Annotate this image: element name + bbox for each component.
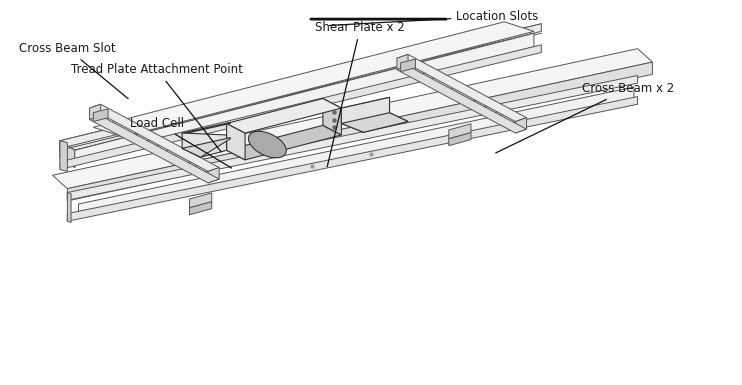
Polygon shape — [93, 22, 534, 137]
Polygon shape — [68, 97, 637, 221]
Polygon shape — [341, 97, 390, 109]
Polygon shape — [60, 141, 68, 171]
Polygon shape — [90, 104, 219, 171]
Polygon shape — [53, 49, 652, 189]
Polygon shape — [449, 133, 471, 146]
Polygon shape — [226, 126, 341, 160]
Polygon shape — [60, 141, 75, 167]
Polygon shape — [75, 33, 534, 164]
Polygon shape — [449, 124, 471, 139]
Polygon shape — [397, 54, 408, 70]
Text: Load Cell: Load Cell — [131, 117, 232, 168]
Text: Cross Beam x 2: Cross Beam x 2 — [496, 82, 674, 153]
Polygon shape — [90, 104, 101, 120]
Polygon shape — [401, 59, 416, 72]
Polygon shape — [189, 202, 211, 215]
Polygon shape — [226, 124, 245, 160]
Polygon shape — [182, 122, 230, 134]
Polygon shape — [90, 116, 219, 183]
Polygon shape — [93, 109, 108, 122]
Polygon shape — [516, 118, 527, 133]
Polygon shape — [60, 45, 542, 169]
Text: Location Slots: Location Slots — [329, 10, 539, 25]
Polygon shape — [68, 62, 652, 201]
Polygon shape — [60, 141, 75, 167]
Polygon shape — [189, 193, 211, 208]
Polygon shape — [208, 167, 219, 183]
Polygon shape — [68, 75, 637, 200]
Text: Shear Plate x 2: Shear Plate x 2 — [315, 21, 405, 167]
Polygon shape — [68, 192, 71, 223]
Polygon shape — [341, 97, 408, 132]
Polygon shape — [182, 133, 226, 157]
Polygon shape — [323, 99, 341, 135]
Polygon shape — [60, 24, 542, 148]
Polygon shape — [226, 99, 341, 133]
Polygon shape — [397, 66, 527, 133]
Text: Tread Plate Attachment Point: Tread Plate Attachment Point — [71, 63, 243, 152]
Polygon shape — [397, 54, 527, 122]
Polygon shape — [182, 138, 230, 157]
Polygon shape — [341, 113, 408, 132]
Polygon shape — [79, 87, 634, 218]
Text: Cross Beam Slot: Cross Beam Slot — [19, 42, 128, 99]
Polygon shape — [60, 24, 542, 150]
Ellipse shape — [249, 131, 286, 158]
